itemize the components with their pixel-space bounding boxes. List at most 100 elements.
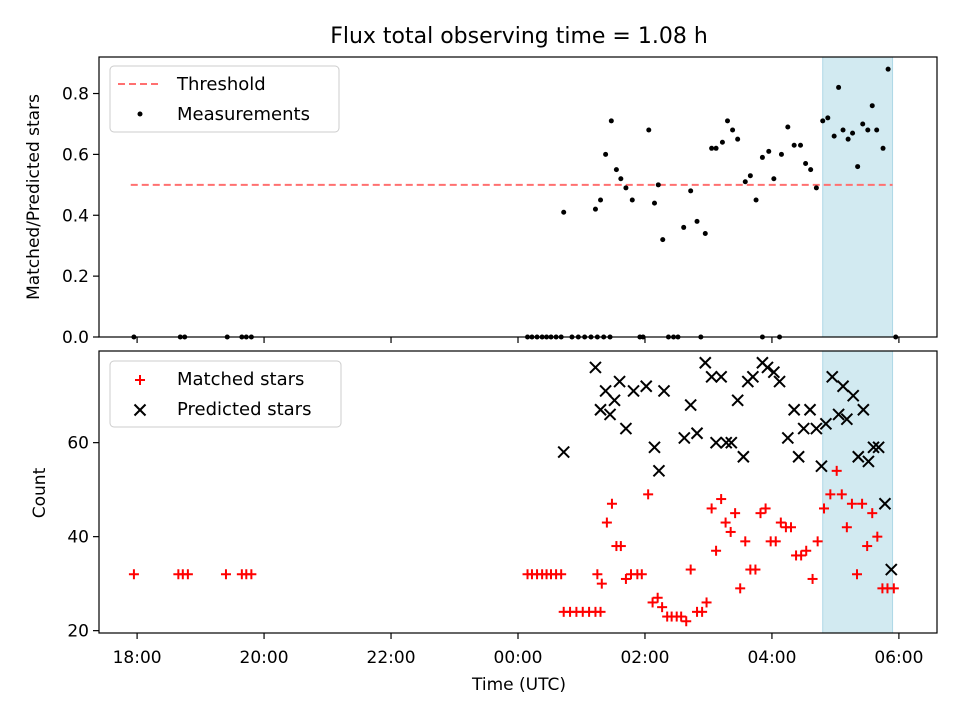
matched-star-point — [785, 522, 796, 533]
legend-threshold-label: Threshold — [176, 74, 266, 95]
legend-measurements-swatch — [137, 111, 143, 117]
measurement-point — [725, 118, 730, 124]
measurement-point — [655, 182, 661, 188]
measurement-point — [860, 121, 866, 127]
measurement-point — [603, 151, 609, 157]
y-tick-label: 0.0 — [62, 328, 89, 348]
measurement-point — [613, 167, 619, 173]
measurement-point — [825, 115, 831, 121]
predicted-star-point — [648, 441, 661, 454]
matched-star-point — [807, 573, 818, 584]
matched-star-point — [615, 541, 626, 552]
predicted-star-point — [709, 436, 723, 449]
matched-star-point — [872, 531, 883, 542]
matched-star-point — [556, 569, 567, 580]
predicted-star-point — [746, 370, 760, 384]
matched-star-point — [755, 508, 766, 519]
matched-star-point — [636, 569, 647, 580]
matched-star-point — [720, 517, 731, 528]
x-tick-label: 04:00 — [747, 648, 796, 668]
matched-star-point — [796, 550, 807, 561]
predicted-star-point — [810, 422, 823, 435]
predicted-star-point — [787, 403, 801, 416]
matched-star-point — [770, 536, 781, 547]
measurement-point — [885, 66, 891, 72]
matched-star-point — [643, 489, 654, 500]
predicted-star-point — [731, 394, 744, 407]
measurement-point — [592, 206, 598, 212]
y-tick-label: 0.6 — [62, 145, 89, 165]
measurement-point — [688, 188, 694, 194]
measurement-point — [598, 197, 604, 203]
measurement-point — [869, 103, 875, 109]
legend-measurements-label: Measurements — [177, 104, 310, 125]
measurement-point — [608, 118, 614, 124]
matched-star-point — [836, 489, 847, 500]
matched-star-point — [657, 602, 668, 613]
predicted-star-point — [826, 370, 839, 384]
matched-star-point — [220, 569, 231, 580]
matched-star-point — [716, 494, 727, 505]
predicted-star-point — [862, 455, 875, 468]
predicted-star-point — [720, 436, 733, 449]
matched-star-point — [825, 489, 836, 500]
measurement-point — [874, 127, 880, 133]
matched-star-point — [647, 597, 658, 608]
predicted-star-point — [652, 464, 666, 478]
matched-star-point — [841, 522, 852, 533]
matched-star-point — [620, 573, 631, 584]
matched-star-point — [676, 611, 687, 622]
x-tick-label: 18:00 — [113, 648, 162, 668]
measurement-point — [865, 127, 871, 133]
measurement-point — [880, 145, 886, 151]
measurement-point — [798, 142, 804, 148]
predicted-star-point — [690, 427, 704, 440]
top-axes: 0.0 0.2 0.4 0.6 0.8 — [62, 56, 938, 348]
highlight-span-rect — [822, 56, 894, 338]
chart-title: Flux total observing time = 1.08 h — [330, 24, 708, 49]
predicted-star-point — [773, 375, 786, 388]
predicted-star-point — [767, 365, 781, 379]
matched-star-point — [652, 592, 663, 603]
matched-star-point — [857, 498, 868, 509]
predicted-star-point — [657, 384, 671, 398]
top-y-axis-label: Matched/Predicted stars — [24, 94, 44, 300]
predicted-star-point — [815, 459, 828, 473]
predicted-star-point — [725, 436, 738, 449]
y-tick-label: 20 — [67, 622, 89, 642]
predicted-star-point — [819, 417, 833, 431]
measurement-point — [646, 127, 652, 133]
matched-star-point — [697, 606, 708, 617]
predicted-star-point — [840, 412, 854, 426]
matched-star-point — [818, 503, 829, 514]
predicted-star-point — [613, 375, 626, 388]
legend-plus-marker — [135, 375, 145, 385]
matched-star-point — [701, 597, 712, 608]
predicted-star-point — [846, 389, 860, 402]
predicted-star-point — [705, 370, 718, 384]
measurement-point — [808, 167, 814, 173]
count-points — [128, 356, 899, 627]
matched-star-point — [706, 503, 717, 514]
matched-star-point — [182, 569, 193, 580]
measurement-point — [850, 130, 856, 136]
bottom-y-axis-label: Count — [30, 467, 50, 518]
measurement-point — [845, 136, 851, 142]
bottom-legend-box — [109, 360, 342, 428]
measurement-point — [694, 218, 700, 224]
measurement-point — [660, 237, 666, 243]
predicted-star-point — [714, 370, 728, 384]
measurement-point — [702, 231, 708, 237]
highlight-span-rect — [822, 350, 894, 634]
measurement-point — [730, 127, 736, 133]
legend-predicted-swatch — [133, 403, 147, 417]
matched-star-point — [128, 569, 139, 580]
measurement-point — [836, 84, 842, 90]
matched-star-point — [801, 545, 812, 556]
x-axis-label: Time (UTC) — [471, 675, 566, 695]
predicted-star-point — [619, 422, 633, 435]
predicted-star-point — [699, 356, 712, 369]
measurement-point — [629, 197, 635, 203]
predicted-star-point — [557, 445, 570, 459]
